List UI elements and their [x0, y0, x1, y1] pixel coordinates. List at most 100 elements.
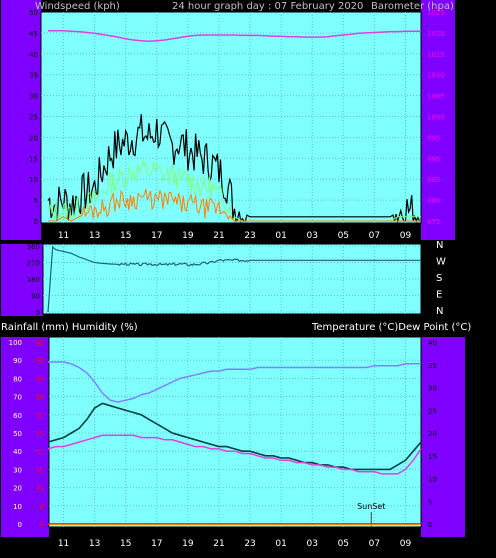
- wind-direction-line: [47, 245, 421, 313]
- wind-tick-label: 35: [29, 72, 38, 80]
- direction-tick-label: 180: [27, 276, 40, 284]
- wind-tick-label: 5: [34, 197, 38, 205]
- wind-axis-title: Windspeed (kph): [35, 1, 120, 12]
- wind-hour-label: 09: [400, 231, 412, 241]
- wind-tick-label: 0: [34, 218, 38, 226]
- barometer-tick-label: 990: [427, 155, 440, 163]
- wind-tick-label: 20: [29, 134, 38, 142]
- barometer-tick-label: 1015: [427, 51, 445, 59]
- direction-tick-label: 0: [36, 309, 40, 317]
- wind-gust-line: [47, 114, 421, 224]
- barometer-axis-title: Barometer (hpa): [371, 1, 454, 12]
- wind-hour-label: 03: [306, 231, 317, 241]
- wind-hour-label: 13: [89, 231, 100, 241]
- sun-event-label: SunSet: [357, 502, 385, 511]
- wind-hour-label: 07: [369, 231, 380, 241]
- humidity-tick-label: 0: [18, 521, 22, 529]
- direction-tick-label: 360: [27, 243, 40, 251]
- humidity-tick-label: 90: [13, 357, 22, 365]
- wind-hour-label: 05: [338, 231, 349, 241]
- barometer-tick-label: 1020: [427, 30, 445, 38]
- humidity-tick-label: 60: [13, 412, 22, 420]
- rain-tick-label: 50: [35, 339, 44, 347]
- compass-label: N: [436, 306, 443, 317]
- rain-tick-label: 15: [35, 466, 44, 474]
- humidity-tick-label: 20: [13, 485, 22, 493]
- rain-tick-label: 45: [35, 357, 44, 365]
- barometer-tick-label: 975: [427, 218, 440, 226]
- lower-hour-label: 13: [89, 539, 100, 549]
- temperature-tick-label: 5: [428, 498, 432, 506]
- rain-tick-label: 30: [35, 412, 44, 420]
- axis-layer: 0510152025303540455097598098599099510001…: [9, 9, 446, 549]
- temperature-tick-label: 30: [428, 385, 437, 393]
- rain-tick-label: 20: [35, 448, 44, 456]
- temperature-tick-label: 20: [428, 430, 437, 438]
- temperature-tick-label: 35: [428, 362, 437, 370]
- wind-tick-label: 15: [29, 155, 38, 163]
- lower-plot-area: [48, 336, 422, 528]
- wind-hour-label: 17: [151, 231, 162, 241]
- compass-label: S: [436, 273, 442, 284]
- humidity-tick-label: 70: [13, 394, 22, 402]
- temperature-line: [47, 402, 422, 471]
- graph-title: 24 hour graph day : 07 February 2020: [172, 1, 363, 12]
- temperature-tick-label: 10: [428, 476, 437, 484]
- wind-hour-label: 11: [58, 231, 69, 241]
- wind-tick-label: 25: [29, 114, 38, 122]
- lower-hour-label: 23: [244, 539, 255, 549]
- series-layer: [47, 30, 422, 527]
- lower-hour-label: 07: [369, 539, 380, 549]
- wind-hour-label: 01: [275, 231, 286, 241]
- lower-hour-label: 19: [182, 539, 194, 549]
- wind-tick-label: 30: [29, 93, 38, 101]
- wind-hour-label: 23: [244, 231, 255, 241]
- temperature-tick-label: 15: [428, 453, 437, 461]
- rain-humidity-axis-title: Rainfall (mm) Humidity (%): [1, 322, 138, 333]
- lower-hour-label: 01: [275, 539, 286, 549]
- lower-hour-label: 15: [120, 539, 131, 549]
- compass-label: W: [436, 257, 446, 268]
- wind-tick-label: 10: [29, 176, 38, 184]
- barometer-tick-label: 1005: [427, 93, 445, 101]
- barometer-line: [48, 30, 421, 43]
- rain-tick-label: 40: [35, 375, 44, 383]
- rain-tick-label: 25: [35, 430, 44, 438]
- lower-right-panel: [421, 337, 465, 537]
- humidity-tick-label: 100: [9, 339, 22, 347]
- wind-minimum-line: [48, 188, 421, 222]
- lower-hour-label: 11: [58, 539, 69, 549]
- humidity-tick-label: 50: [13, 430, 22, 438]
- wind-hour-label: 21: [213, 231, 224, 241]
- barometer-tick-label: 980: [427, 197, 440, 205]
- rain-tick-label: 5: [40, 503, 44, 511]
- direction-tick-label: 270: [27, 260, 40, 268]
- direction-tick-label: 90: [31, 293, 40, 301]
- wind-tick-label: 40: [29, 51, 38, 59]
- lower-hour-label: 05: [338, 539, 349, 549]
- humidity-tick-label: 40: [13, 448, 22, 456]
- compass-label: N: [436, 240, 443, 251]
- wind-hour-label: 19: [182, 231, 194, 241]
- barometer-tick-label: 1000: [427, 114, 445, 122]
- temperature-tick-label: 40: [428, 339, 437, 347]
- barometer-tick-label: 985: [427, 176, 440, 184]
- rain-tick-label: 35: [35, 394, 44, 402]
- dew-point-line: [47, 434, 422, 475]
- lower-hour-label: 09: [400, 539, 412, 549]
- lower-hour-label: 17: [151, 539, 162, 549]
- dir-left-panel: [1, 244, 43, 316]
- baro-right-panel: [421, 0, 455, 240]
- barometer-tick-label: 1025: [427, 9, 445, 17]
- compass-label: E: [436, 290, 442, 301]
- temp-dew-axis-title: Temperature (°C)Dew Point (°C): [311, 322, 471, 333]
- lower-left-panel: [1, 337, 49, 537]
- temperature-tick-label: 25: [428, 407, 437, 415]
- temperature-tick-label: 0: [428, 521, 432, 529]
- wind-left-panel: [1, 0, 41, 240]
- barometer-tick-label: 1010: [427, 72, 445, 80]
- humidity-tick-label: 80: [13, 375, 22, 383]
- wind-tick-label: 50: [29, 9, 38, 17]
- rain-tick-label: 10: [35, 485, 44, 493]
